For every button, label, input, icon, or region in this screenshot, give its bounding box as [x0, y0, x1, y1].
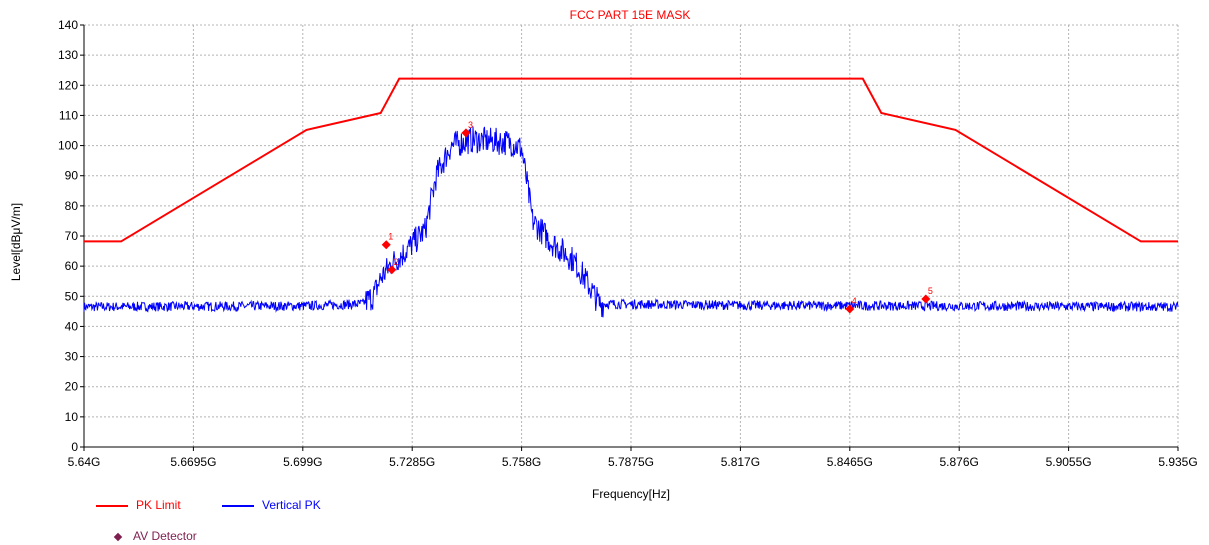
y-tick-label: 140: [58, 18, 78, 32]
legend-label-av-detector: AV Detector: [133, 529, 197, 543]
x-tick-label: 5.8465G: [827, 455, 873, 469]
av-detector-marker-label: 1: [388, 232, 393, 242]
av-detector-marker-label: 5: [928, 286, 933, 296]
x-tick-label: 5.9055G: [1046, 455, 1092, 469]
x-tick-label: 5.876G: [940, 455, 979, 469]
x-tick-labels: 5.64G 5.6695G 5.699G 5.7285G 5.758G 5.7875G 5.…: [68, 455, 1198, 469]
av-detector-marker-label: 3: [468, 120, 473, 130]
series-vertical-pk-line: [83, 126, 1179, 318]
legend-item-vertical-pk: Vertical PK: [222, 498, 321, 512]
chart-grid: [84, 24, 1179, 447]
y-tick-label: 50: [65, 289, 79, 303]
legend-swatch-pk-limit: [96, 504, 128, 507]
y-tick-label: 100: [58, 139, 78, 153]
x-tick-label: 5.935G: [1158, 455, 1197, 469]
x-axis-label: Frequency[Hz]: [592, 487, 670, 501]
x-tick-label: 5.758G: [502, 455, 541, 469]
legend-item-av-detector: AV Detector: [108, 529, 197, 543]
y-tick-label: 60: [65, 259, 79, 273]
y-tick-label: 130: [58, 48, 78, 62]
chart-title: FCC PART 15E MASK: [570, 8, 691, 22]
x-tick-label: 5.7285G: [389, 455, 435, 469]
y-tick-label: 80: [65, 199, 79, 213]
av-detector-marker: [921, 294, 931, 304]
x-tick-label: 5.6695G: [170, 455, 216, 469]
x-tick-label: 5.7875G: [608, 455, 654, 469]
y-tick-label: 0: [71, 440, 78, 454]
y-tick-label: 30: [65, 350, 79, 364]
chart-axes: [80, 24, 1179, 451]
y-tick-label: 40: [65, 319, 79, 333]
chart-series: [83, 77, 1179, 318]
y-tick-label: 20: [65, 380, 79, 394]
y-tick-label: 110: [59, 108, 78, 122]
x-tick-label: 5.699G: [283, 455, 322, 469]
av-detector-marker-label: 2: [394, 257, 399, 267]
legend-item-pk-limit: PK Limit: [96, 498, 181, 512]
y-axis-label: Level[dBμV/m]: [9, 203, 23, 281]
y-tick-label: 120: [58, 78, 78, 92]
legend-marker-av-detector: [113, 532, 123, 542]
av-detector-marker-label: 4: [852, 296, 857, 306]
legend-swatch-vertical-pk: [222, 504, 254, 507]
y-tick-label: 70: [65, 229, 79, 243]
av-detector-marker: [461, 128, 471, 138]
x-tick-label: 5.64G: [68, 455, 101, 469]
y-tick-labels: 0 10 20 30 40 50 60 70 80 90 100 110 120 130 140: [58, 18, 78, 454]
av-detector-marker: [845, 304, 855, 314]
av-detector-markers: 1 2 3 4 5: [381, 120, 933, 314]
series-pk-limit-line: [84, 77, 1178, 243]
legend-label-vertical-pk: Vertical PK: [262, 498, 321, 512]
y-tick-label: 10: [65, 410, 79, 424]
legend-label-pk-limit: PK Limit: [136, 498, 181, 512]
y-tick-label: 90: [65, 169, 79, 183]
x-tick-label: 5.817G: [721, 455, 760, 469]
